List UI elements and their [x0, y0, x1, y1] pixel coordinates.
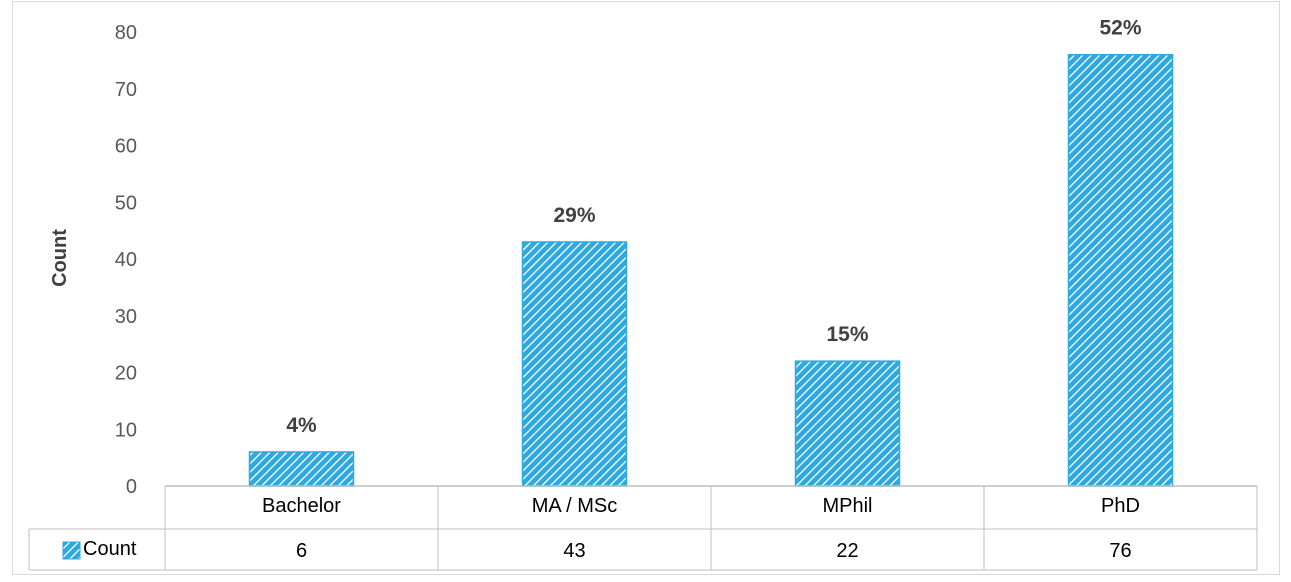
y-tick-label: 30 [115, 306, 137, 328]
y-tick-label: 80 [115, 22, 137, 44]
y-axis-ticks: 0 10 20 30 40 50 60 70 80 [115, 22, 137, 498]
category-label: MA / MSc [532, 495, 618, 517]
y-tick-label: 60 [115, 136, 137, 158]
data-label: 29% [553, 204, 595, 227]
legend-series-name: Count [83, 538, 137, 560]
y-tick-label: 40 [115, 249, 137, 271]
bar-phd [1067, 53, 1174, 487]
data-label: 4% [286, 414, 317, 437]
table-value: 76 [1109, 540, 1131, 562]
data-table: Bachelor 6 MA / MSc 43 MPhil 22 PhD 76 Count [28, 485, 1258, 571]
legend-key-swatch [62, 541, 81, 560]
y-tick-label: 20 [115, 363, 137, 385]
y-tick-label: 0 [126, 476, 137, 498]
bar-ma-msc [521, 241, 628, 487]
data-label: 15% [826, 323, 868, 346]
y-tick-label: 50 [115, 192, 137, 214]
bar-mphil [794, 360, 901, 487]
y-tick-label: 70 [115, 79, 137, 101]
category-label: PhD [1101, 495, 1140, 517]
table-value: 6 [296, 540, 307, 562]
data-label: 52% [1099, 17, 1141, 40]
bars [248, 53, 1174, 487]
bar-bachelor [248, 451, 355, 487]
table-value: 22 [836, 540, 858, 562]
y-tick-label: 10 [115, 419, 137, 441]
data-labels: 4% 29% 15% 52% [286, 17, 1142, 437]
table-value: 43 [563, 540, 585, 562]
y-axis-label: Count [49, 229, 71, 287]
category-label: Bachelor [262, 495, 341, 517]
category-label: MPhil [822, 495, 872, 517]
